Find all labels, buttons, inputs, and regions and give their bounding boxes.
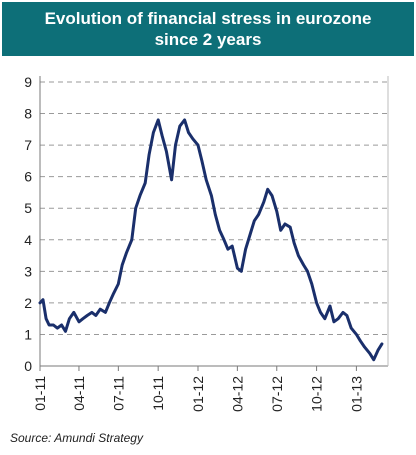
x-tick-label: 04-11 [71,376,87,411]
x-tick-label: 10-12 [309,376,325,412]
y-tick-labels: 0 1 2 3 4 5 6 7 8 9 [24,74,32,374]
axes [39,76,389,371]
x-tick-label: 01-13 [348,376,364,412]
x-tick-label: 07-11 [110,376,126,411]
x-tick-labels: 01-11 04-11 07-11 10-11 01-12 04-12 07-12 10-12… [32,376,364,412]
chart-title-banner: Evolution of financial stress in eurozon… [2,2,414,56]
y-tick-label: 5 [24,200,32,216]
y-tick-label: 7 [24,137,32,153]
x-tick-label: 01-12 [190,376,206,412]
y-tick-label: 6 [24,169,32,185]
x-tick-label: 07-12 [269,376,285,412]
chart-title-line-1: Evolution of financial stress in eurozon… [44,9,372,28]
y-tick-label: 3 [24,263,32,279]
y-tick-label: 9 [24,74,32,90]
source-note: Source: Amundi Strategy [10,431,143,445]
financial-stress-line-chart: 0 1 2 3 4 5 6 7 8 9 01-11 04-11 07-11 10-11 01-12 04-1… [24,74,389,412]
y-tick-label: 8 [24,106,32,122]
y-tick-label: 2 [24,295,32,311]
series-line-0 [38,118,384,362]
x-tick-label: 01-11 [32,376,48,411]
y-tick-label: 1 [24,326,32,342]
x-tick-label: 04-12 [229,376,245,412]
series-layer [38,118,384,362]
y-tick-label: 0 [24,358,32,374]
chart-title-line-2: since 2 years [154,30,262,49]
y-tick-label: 4 [24,232,32,248]
x-tick-label: 10-11 [150,376,166,411]
